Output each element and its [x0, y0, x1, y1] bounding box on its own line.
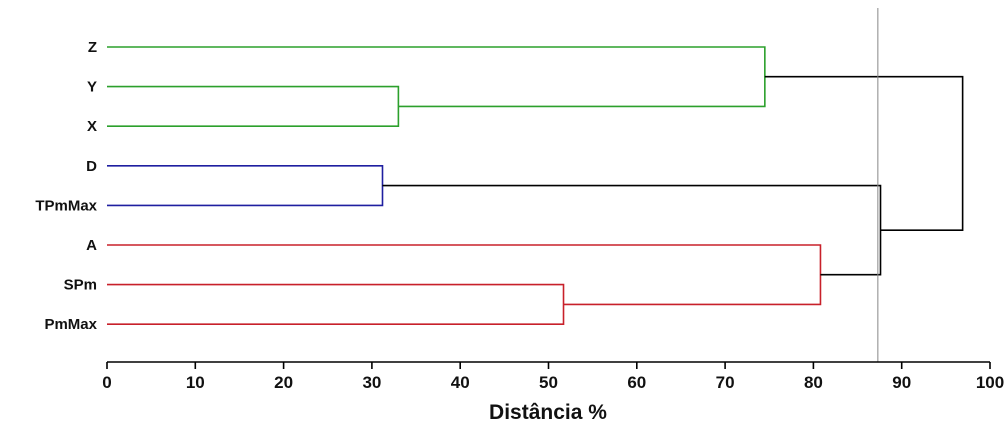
leaf-labels: Z Y X D TPmMax A SPm PmMax	[35, 39, 97, 333]
link-m7	[764, 75, 964, 231]
x-axis-title: Distância %	[489, 401, 607, 423]
link-m4	[107, 46, 766, 108]
x-tick-label-40: 40	[451, 373, 470, 392]
dendrogram-links	[107, 46, 964, 325]
x-tick-label-20: 20	[274, 373, 293, 392]
leaf-label-a: A	[86, 237, 97, 254]
x-tick-label-90: 90	[892, 373, 911, 392]
leaf-label-spm: SPm	[64, 277, 97, 294]
link-m6	[382, 184, 882, 276]
x-tick-label-10: 10	[186, 373, 205, 392]
x-tick-label-50: 50	[539, 373, 558, 392]
leaf-label-d: D	[86, 158, 97, 175]
link-m5	[107, 244, 822, 306]
leaf-label-y: Y	[87, 79, 97, 96]
x-tick-label-0: 0	[102, 373, 111, 392]
link-m2	[107, 85, 400, 127]
x-tick-label-60: 60	[627, 373, 646, 392]
leaf-label-x: X	[87, 118, 97, 135]
link-m3	[107, 283, 565, 325]
leaf-label-z: Z	[88, 39, 97, 56]
x-axis: 0 10 20 30 40 50 60 70 80 90 100	[102, 361, 1004, 392]
x-tick-label-80: 80	[804, 373, 823, 392]
leaf-label-pmmax: PmMax	[44, 316, 97, 333]
x-tick-label-70: 70	[716, 373, 735, 392]
x-tick-label-100: 100	[976, 373, 1004, 392]
leaf-label-tpmmax: TPmMax	[35, 197, 97, 214]
x-tick-label-30: 30	[362, 373, 381, 392]
link-m1	[107, 165, 384, 207]
